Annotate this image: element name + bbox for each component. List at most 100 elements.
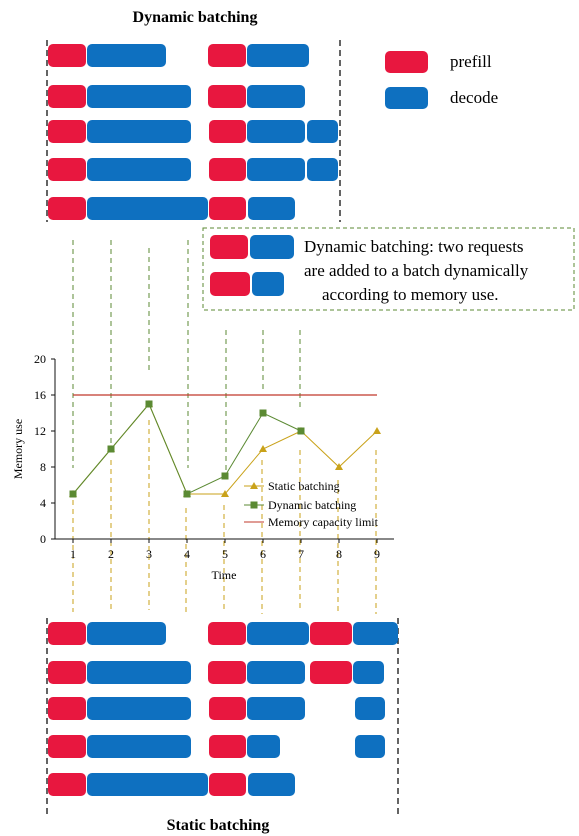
- y-axis-title: Memory use: [11, 419, 25, 479]
- x-tick-label: 1: [70, 547, 76, 561]
- static-row-4-decode-block-2: [87, 735, 191, 758]
- static-row-4-decode-block-5: [355, 735, 385, 758]
- dynamic-row-3-prefill-block-3: [209, 120, 246, 143]
- static-row-2-decode-block-6: [353, 661, 384, 684]
- y-tick-label: 4: [40, 496, 46, 510]
- dynamic-batching-point: [298, 428, 305, 435]
- dynamic-row-5-prefill-block-3: [209, 197, 246, 220]
- prefill-swatch: [385, 51, 428, 73]
- annotation-line-2: are added to a batch dynamically: [304, 261, 529, 280]
- static-row-1-prefill-block-3: [208, 622, 246, 645]
- static-batching-point: [259, 445, 267, 452]
- y-tick-label: 16: [34, 388, 46, 402]
- static-row-3-prefill-block-1: [48, 697, 86, 720]
- annotation-prefill-block-2: [210, 272, 250, 296]
- dynamic-row-3-decode-block-2: [87, 120, 191, 143]
- dynamic-batching-point: [108, 446, 115, 453]
- dynamic-batching-point: [260, 410, 267, 417]
- static-row-5-prefill-block-3: [209, 773, 246, 796]
- dynamic-batching-point: [184, 491, 191, 498]
- x-tick-label: 5: [222, 547, 228, 561]
- dynamic-row-5-decode-block-2: [87, 197, 208, 220]
- dynamic-batching-line: [73, 404, 301, 494]
- dynamic-row-1-prefill-block-1: [48, 44, 86, 67]
- static-row-3-decode-block-4: [247, 697, 305, 720]
- dynamic-row-3-decode-block-4: [247, 120, 305, 143]
- static-row-5-decode-block-2: [87, 773, 208, 796]
- prefill-label: prefill: [450, 52, 492, 71]
- dynamic-row-4-decode-block-2: [87, 158, 191, 181]
- static-row-3-prefill-block-3: [209, 697, 246, 720]
- static-row-3-decode-block-2: [87, 697, 191, 720]
- y-tick-label: 8: [40, 460, 46, 474]
- dynamic-batching-annotation: Dynamic batching: two requests are added…: [203, 228, 574, 310]
- x-tick-label: 6: [260, 547, 266, 561]
- dynamic-row-5-decode-block-4: [248, 197, 295, 220]
- dynamic-row-1-prefill-block-3: [208, 44, 246, 67]
- dynamic-row-2-prefill-block-1: [48, 85, 86, 108]
- annotation-line-1: Dynamic batching: two requests: [304, 237, 524, 256]
- x-tick-label: 9: [374, 547, 380, 561]
- dynamic-row-3-decode-block-5: [307, 120, 338, 143]
- static-row-2-prefill-block-3: [208, 661, 246, 684]
- dynamic-row-4-prefill-block-1: [48, 158, 86, 181]
- static-row-4-prefill-block-3: [209, 735, 246, 758]
- x-tick-label: 3: [146, 547, 152, 561]
- dynamic-row-4-decode-block-4: [247, 158, 305, 181]
- dynamic-row-1-decode-block-2: [87, 44, 166, 67]
- static-row-3-decode-block-5: [355, 697, 385, 720]
- annotation-decode-block-1: [250, 235, 294, 259]
- x-tick-label: 2: [108, 547, 114, 561]
- dynamic-batching-legend-marker: [251, 502, 258, 509]
- annotation-decode-block-2: [252, 272, 284, 296]
- static-row-4-decode-block-4: [247, 735, 280, 758]
- dynamic-row-1-decode-block-4: [247, 44, 309, 67]
- decode-swatch: [385, 87, 428, 109]
- x-tick-label: 8: [336, 547, 342, 561]
- dynamic-batching-legend-label: Dynamic batching: [268, 498, 356, 512]
- dynamic-row-4-decode-block-5: [307, 158, 338, 181]
- dynamic-row-3-prefill-block-1: [48, 120, 86, 143]
- dynamic-row-4-prefill-block-3: [209, 158, 246, 181]
- dynamic-row-5-prefill-block-1: [48, 197, 86, 220]
- annotation-line-3: according to memory use.: [322, 285, 499, 304]
- x-tick-label: 7: [298, 547, 304, 561]
- y-tick-label: 12: [34, 424, 46, 438]
- dynamic-row-2-prefill-block-3: [208, 85, 246, 108]
- static-batching-legend-label: Static batching: [268, 479, 340, 493]
- static-batching-blocks: [48, 622, 398, 796]
- static-row-1-prefill-block-5: [310, 622, 352, 645]
- dynamic-batching-title: Dynamic batching: [133, 9, 258, 26]
- decode-label: decode: [450, 88, 498, 107]
- annotation-prefill-block-1: [210, 235, 248, 259]
- static-batching-title: Static batching: [167, 817, 270, 834]
- memory-capacity-limit-legend-label: Memory capacity limit: [268, 515, 379, 529]
- static-batching-point: [373, 427, 381, 434]
- static-row-1-prefill-block-1: [48, 622, 86, 645]
- dynamic-row-2-decode-block-2: [87, 85, 191, 108]
- x-axis-title: Time: [212, 568, 237, 582]
- static-row-2-decode-block-4: [247, 661, 305, 684]
- dynamic-batching-point: [70, 491, 77, 498]
- static-row-2-decode-block-2: [87, 661, 191, 684]
- dynamic-batching-blocks: [48, 44, 338, 220]
- static-row-2-prefill-block-5: [310, 661, 352, 684]
- static-row-5-decode-block-4: [248, 773, 295, 796]
- static-row-1-decode-block-2: [87, 622, 166, 645]
- static-row-1-decode-block-4: [247, 622, 309, 645]
- chart-legend: Static batching Dynamic batching Memory ca…: [244, 479, 379, 529]
- dynamic-batching-point: [222, 473, 229, 480]
- dynamic-row-2-decode-block-4: [247, 85, 305, 108]
- dynamic-batching-point: [146, 401, 153, 408]
- static-row-5-prefill-block-1: [48, 773, 86, 796]
- static-row-1-decode-block-6: [353, 622, 398, 645]
- static-row-2-prefill-block-1: [48, 661, 86, 684]
- x-tick-label: 4: [184, 547, 190, 561]
- y-tick-label: 20: [34, 352, 46, 366]
- static-row-4-prefill-block-1: [48, 735, 86, 758]
- block-legend: prefill decode: [385, 51, 498, 109]
- y-tick-label: 0: [40, 532, 46, 546]
